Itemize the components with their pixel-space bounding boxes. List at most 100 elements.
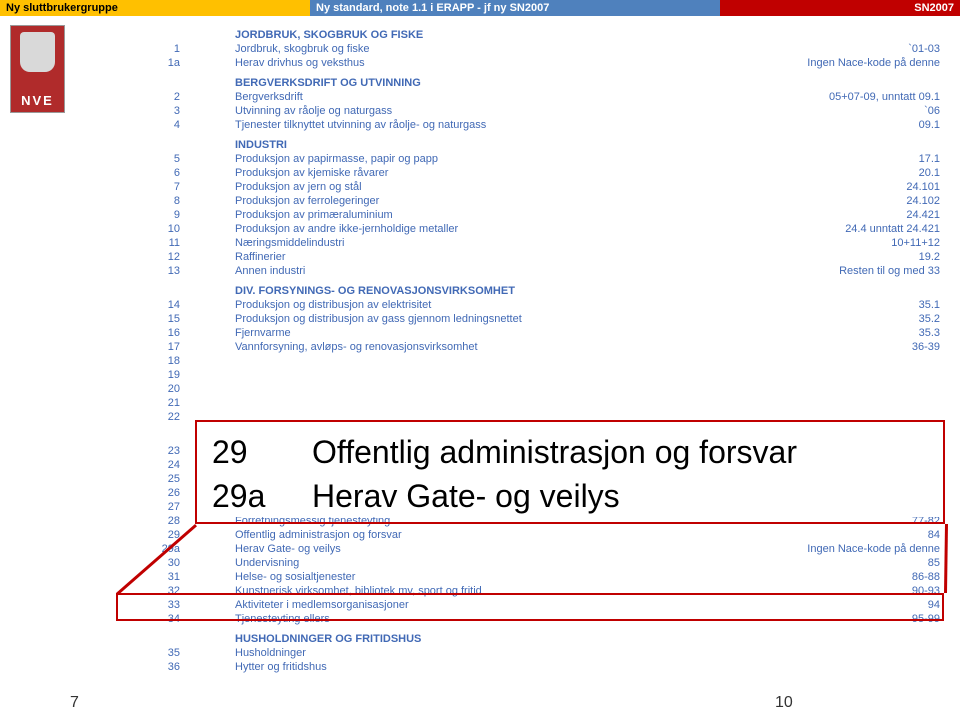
row-code: `06	[770, 104, 960, 118]
row-number: 7	[120, 180, 180, 194]
red-source-border	[116, 593, 944, 621]
row-description: Herav Gate- og veilys	[235, 542, 770, 556]
row-description: Bergverksdrift	[235, 90, 770, 104]
row-number: 2	[120, 90, 180, 104]
row-number: 28	[120, 514, 180, 528]
row-description	[235, 382, 770, 396]
row-number: 26	[120, 486, 180, 500]
row-code: 24.101	[770, 180, 960, 194]
row-description: Produksjon av primæraluminium	[235, 208, 770, 222]
row-number: 8	[120, 194, 180, 208]
table-row: 3Utvinning av råolje og naturgass`06	[0, 104, 960, 118]
row-number: 18	[120, 354, 180, 368]
table-row: 7Produksjon av jern og stål24.101	[0, 180, 960, 194]
row-code: 86-88	[770, 570, 960, 584]
row-number: 15	[120, 312, 180, 326]
row-code	[770, 382, 960, 396]
section-title: JORDBRUK, SKOGBRUK OG FISKE	[235, 28, 960, 42]
table-row: 10 Produksjon av andre ikke-jernholdige m…	[0, 222, 960, 236]
section-title: DIV. FORSYNINGS- OG RENOVASJONSVIRKSOMHE…	[235, 284, 960, 298]
row-description: Undervisning	[235, 556, 770, 570]
table-row: 14Produksjon og distribusjon av elektris…	[0, 298, 960, 312]
row-number: 10	[120, 222, 180, 236]
table-row: 1aHerav drivhus og veksthusIngen Nace-ko…	[0, 56, 960, 70]
row-description: Fjernvarme	[235, 326, 770, 340]
row-description: Hytter og fritidshus	[235, 660, 770, 674]
row-number: 22	[120, 410, 180, 424]
content-table: JORDBRUK, SKOGBRUK OG FISKE 1 Jordbruk, sk…	[0, 22, 960, 674]
header-center: Ny standard, note 1.1 i ERAPP - jf ny SN…	[310, 0, 720, 16]
table-row: 20	[0, 382, 960, 396]
row-number: 1a	[120, 56, 180, 70]
red-callout-border	[195, 420, 945, 524]
row-number: 21	[120, 396, 180, 410]
row-number: 35	[120, 646, 180, 660]
row-description: Produksjon og distribusjon av elektrisit…	[235, 298, 770, 312]
row-number: 17	[120, 340, 180, 354]
row-description: Jordbruk, skogbruk og fiske	[235, 42, 770, 56]
table-row: 15 Produksjon og distribusjon av gass gje…	[0, 312, 960, 326]
row-code	[770, 646, 960, 660]
row-number: 11	[120, 236, 180, 250]
row-code: Ingen Nace-kode på denne	[770, 56, 960, 70]
row-number: 12	[120, 250, 180, 264]
row-number: 25	[120, 472, 180, 486]
table-row: 35Husholdninger	[0, 646, 960, 660]
table-row: 17 Vannforsyning, avløps- og renovasjonsv…	[0, 340, 960, 354]
row-code: Ingen Nace-kode på denne	[770, 542, 960, 556]
row-code: 35.3	[770, 326, 960, 340]
row-number: 20	[120, 382, 180, 396]
section-title: HUSHOLDNINGER OG FRITIDSHUS	[235, 632, 960, 646]
section-title: INDUSTRI	[235, 138, 960, 152]
row-code: Resten til og med 33	[770, 264, 960, 278]
table-row: 8Produksjon av ferrolegeringer24.102	[0, 194, 960, 208]
table-row: 16Fjernvarme35.3	[0, 326, 960, 340]
table-row: 19	[0, 368, 960, 382]
row-number: 6	[120, 166, 180, 180]
row-description: Næringsmiddelindustri	[235, 236, 770, 250]
row-code: 35.1	[770, 298, 960, 312]
section-title: BERGVERKSDRIFT OG UTVINNING	[235, 76, 960, 90]
row-description: Helse- og sosialtjenester	[235, 570, 770, 584]
row-code: 17.1	[770, 152, 960, 166]
row-code: 35.2	[770, 312, 960, 326]
row-code: `01-03	[770, 42, 960, 56]
row-description	[235, 354, 770, 368]
row-number: 13	[120, 264, 180, 278]
row-code: 19.2	[770, 250, 960, 264]
row-description: Offentlig administrasjon og forsvar	[235, 528, 770, 542]
row-code: 20.1	[770, 166, 960, 180]
page-number-left: 7	[70, 694, 79, 712]
table-row: 13 Annen industriResten til og med 33	[0, 264, 960, 278]
row-code: 09.1	[770, 118, 960, 132]
row-code	[770, 396, 960, 410]
row-code: 36-39	[770, 340, 960, 354]
header-right: SN2007	[720, 0, 960, 16]
row-number: 29	[120, 528, 180, 542]
row-description: Produksjon av kjemiske råvarer	[235, 166, 770, 180]
table-row: 2 Bergverksdrift05+07-09, unntatt 09.1	[0, 90, 960, 104]
table-row: 12Raffinerier19.2	[0, 250, 960, 264]
row-code: 24.421	[770, 208, 960, 222]
table-row: 11Næringsmiddelindustri10+11+12	[0, 236, 960, 250]
row-code: 84	[770, 528, 960, 542]
table-row: 36 Hytter og fritidshus	[0, 660, 960, 674]
row-description: Annen industri	[235, 264, 770, 278]
row-code: 85	[770, 556, 960, 570]
row-number: 24	[120, 458, 180, 472]
table-row: 21	[0, 396, 960, 410]
row-code: 24.4 unntatt 24.421	[770, 222, 960, 236]
table-row: 29aHerav Gate- og veilysIngen Nace-kode …	[0, 542, 960, 556]
row-number: 36	[120, 660, 180, 674]
row-description	[235, 396, 770, 410]
row-number: 23	[120, 444, 180, 458]
row-number: 1	[120, 42, 180, 56]
row-description: Produksjon og distribusjon av gass gjenn…	[235, 312, 770, 326]
table-row: 29 Offentlig administrasjon og forsvar84	[0, 528, 960, 542]
row-description: Produksjon av andre ikke-jernholdige met…	[235, 222, 770, 236]
row-code: 05+07-09, unntatt 09.1	[770, 90, 960, 104]
row-description: Vannforsyning, avløps- og renovasjonsvir…	[235, 340, 770, 354]
row-number: 19	[120, 368, 180, 382]
page-number-right: 10	[775, 694, 793, 712]
table-row: 9Produksjon av primæraluminium24.421	[0, 208, 960, 222]
